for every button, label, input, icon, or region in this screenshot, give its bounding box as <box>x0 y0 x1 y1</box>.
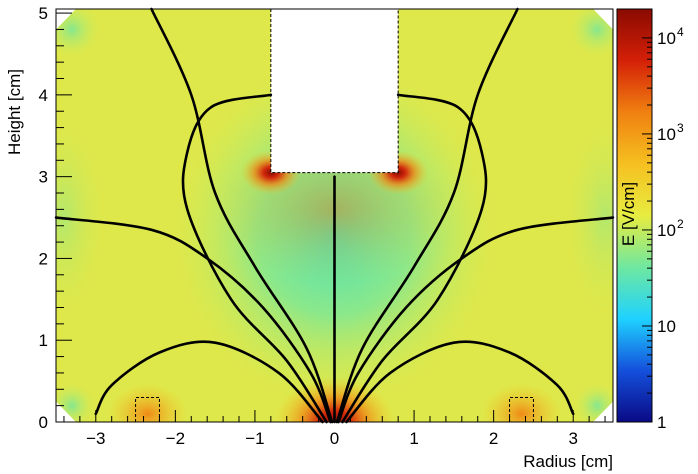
y-tick-label: 2 <box>39 249 48 268</box>
colorbar-tick-label: 10 <box>657 125 676 144</box>
hot-corner-left <box>240 150 301 195</box>
field-line <box>54 216 332 424</box>
field-line <box>335 7 519 424</box>
field-lines <box>54 7 615 424</box>
field-line <box>181 93 328 424</box>
field-line <box>94 340 324 424</box>
cool-corner-br <box>572 380 613 422</box>
x-tick-label: 2 <box>489 429 498 448</box>
y-tick-label: 3 <box>39 168 48 187</box>
y-tick-label: 1 <box>39 331 48 350</box>
x-tick-label: −3 <box>86 429 105 448</box>
y-tick-label: 0 <box>39 413 48 432</box>
y-tick-label: 4 <box>39 86 48 105</box>
y-axis-label: Height [cm] <box>5 69 24 155</box>
x-tick-label: −2 <box>166 429 185 448</box>
field-line <box>341 93 488 424</box>
colorbar-tick-exponent: 2 <box>677 217 684 231</box>
top-electrode-outline <box>270 9 399 174</box>
x-tick-label: 0 <box>330 429 339 448</box>
colorbar-label: E [V/cm] <box>619 182 638 246</box>
bottom-electrode-outline <box>135 396 160 422</box>
warm-spot-left <box>107 383 188 422</box>
colorbar-scale <box>616 8 653 423</box>
x-tick-label: 1 <box>409 429 418 448</box>
colorbar-tick-label: 10 <box>657 317 676 336</box>
field-line <box>337 216 615 424</box>
colorbar-tick-label: 10 <box>657 221 676 240</box>
field-line <box>150 7 334 424</box>
bottom-electrode-outline <box>509 396 534 422</box>
x-axis-label: Radius [cm] <box>523 452 613 471</box>
x-tick-label: −1 <box>245 429 264 448</box>
colorbar-tick-exponent: 3 <box>677 121 684 135</box>
colorbar-tick-label: 1 <box>657 413 666 432</box>
cool-corner-bl <box>56 380 97 422</box>
colorbar-tick-exponent: 4 <box>677 25 684 39</box>
y-tick-label: 5 <box>39 4 48 23</box>
axes: −3 −2 −1 0 1 2 3 0 1 2 3 4 5 <box>39 4 614 448</box>
warm-spot-right <box>481 383 562 422</box>
x-tick-label: 3 <box>568 429 577 448</box>
colorbar-tick-label: 10 <box>657 29 676 48</box>
field-line <box>345 340 575 424</box>
